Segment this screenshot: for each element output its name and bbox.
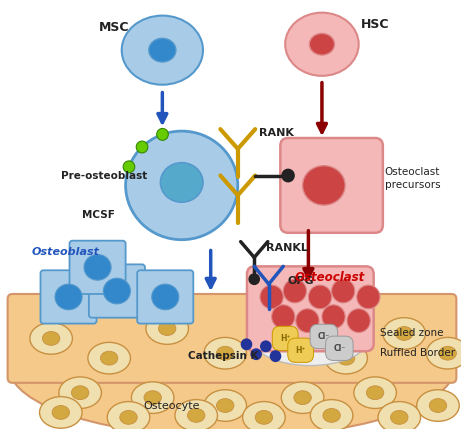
Text: RANKL: RANKL: [266, 243, 308, 253]
Text: Osteoclast: Osteoclast: [294, 271, 365, 284]
Text: Ruffled Border: Ruffled Border: [380, 348, 455, 358]
Ellipse shape: [30, 323, 73, 354]
Text: Cl⁻: Cl⁻: [333, 344, 346, 353]
Ellipse shape: [204, 390, 246, 421]
Ellipse shape: [252, 311, 368, 365]
Ellipse shape: [158, 321, 176, 335]
FancyBboxPatch shape: [280, 138, 383, 233]
FancyBboxPatch shape: [89, 264, 145, 318]
Ellipse shape: [55, 284, 82, 310]
Ellipse shape: [391, 410, 408, 424]
Text: H⁺: H⁺: [280, 334, 291, 343]
FancyBboxPatch shape: [247, 267, 374, 351]
Ellipse shape: [323, 409, 340, 422]
Text: Osteoblast: Osteoblast: [32, 247, 100, 257]
Ellipse shape: [383, 318, 425, 349]
Ellipse shape: [131, 382, 174, 413]
Text: MCSF: MCSF: [82, 210, 115, 220]
Text: Cl⁻: Cl⁻: [318, 332, 330, 341]
Ellipse shape: [217, 346, 234, 360]
Circle shape: [296, 309, 319, 333]
Ellipse shape: [217, 399, 234, 413]
Ellipse shape: [267, 318, 310, 349]
Ellipse shape: [100, 351, 118, 365]
Circle shape: [332, 279, 355, 303]
Ellipse shape: [52, 406, 70, 419]
Text: Osteoclast
precursors: Osteoclast precursors: [385, 167, 440, 190]
Ellipse shape: [302, 165, 345, 205]
FancyBboxPatch shape: [8, 294, 456, 383]
Text: MSC: MSC: [99, 21, 129, 34]
Circle shape: [347, 309, 370, 333]
Text: OPG: OPG: [287, 276, 314, 286]
Ellipse shape: [439, 346, 456, 360]
Ellipse shape: [160, 163, 203, 202]
Ellipse shape: [188, 409, 205, 422]
Circle shape: [357, 285, 380, 309]
Ellipse shape: [255, 410, 273, 424]
Ellipse shape: [144, 391, 161, 404]
Ellipse shape: [72, 386, 89, 400]
Text: Osteocyte: Osteocyte: [144, 400, 201, 410]
Circle shape: [270, 350, 281, 362]
Ellipse shape: [88, 342, 130, 374]
Text: RANK: RANK: [259, 128, 294, 138]
Ellipse shape: [122, 16, 203, 85]
Circle shape: [309, 285, 332, 309]
Ellipse shape: [337, 351, 355, 365]
Ellipse shape: [354, 377, 396, 409]
Text: H⁺: H⁺: [295, 346, 306, 355]
Ellipse shape: [285, 13, 359, 76]
Ellipse shape: [175, 400, 218, 431]
Circle shape: [281, 168, 295, 182]
Circle shape: [248, 273, 260, 285]
Ellipse shape: [281, 382, 324, 413]
Circle shape: [322, 305, 345, 328]
FancyBboxPatch shape: [40, 270, 97, 324]
Ellipse shape: [427, 337, 469, 369]
Circle shape: [260, 340, 272, 352]
Ellipse shape: [126, 131, 238, 240]
Circle shape: [157, 128, 168, 140]
FancyBboxPatch shape: [70, 241, 126, 294]
Ellipse shape: [43, 331, 60, 345]
Text: HSC: HSC: [361, 18, 389, 31]
Ellipse shape: [84, 254, 111, 280]
Ellipse shape: [9, 299, 455, 432]
Ellipse shape: [310, 33, 335, 55]
Circle shape: [136, 141, 148, 153]
Ellipse shape: [146, 313, 189, 344]
FancyBboxPatch shape: [137, 270, 193, 324]
Ellipse shape: [429, 399, 447, 413]
Text: Cathepsin K: Cathepsin K: [188, 351, 258, 361]
Circle shape: [283, 279, 307, 303]
Ellipse shape: [417, 390, 459, 421]
Ellipse shape: [395, 327, 413, 340]
Ellipse shape: [378, 402, 420, 432]
Circle shape: [272, 305, 295, 328]
Text: Sealed zone: Sealed zone: [380, 328, 444, 338]
Ellipse shape: [366, 386, 384, 400]
Ellipse shape: [103, 278, 130, 304]
Ellipse shape: [204, 337, 246, 369]
Ellipse shape: [107, 402, 150, 432]
Ellipse shape: [120, 410, 137, 424]
Ellipse shape: [310, 400, 353, 431]
Ellipse shape: [39, 397, 82, 428]
Ellipse shape: [59, 377, 101, 409]
Circle shape: [250, 348, 262, 360]
Ellipse shape: [152, 284, 179, 310]
Text: Pre-osteoblast: Pre-osteoblast: [61, 171, 147, 181]
Ellipse shape: [149, 38, 176, 62]
Circle shape: [260, 285, 283, 309]
Circle shape: [241, 338, 252, 350]
Circle shape: [123, 161, 135, 173]
Ellipse shape: [294, 391, 311, 404]
Ellipse shape: [325, 342, 367, 374]
Ellipse shape: [279, 327, 297, 340]
Ellipse shape: [243, 402, 285, 432]
